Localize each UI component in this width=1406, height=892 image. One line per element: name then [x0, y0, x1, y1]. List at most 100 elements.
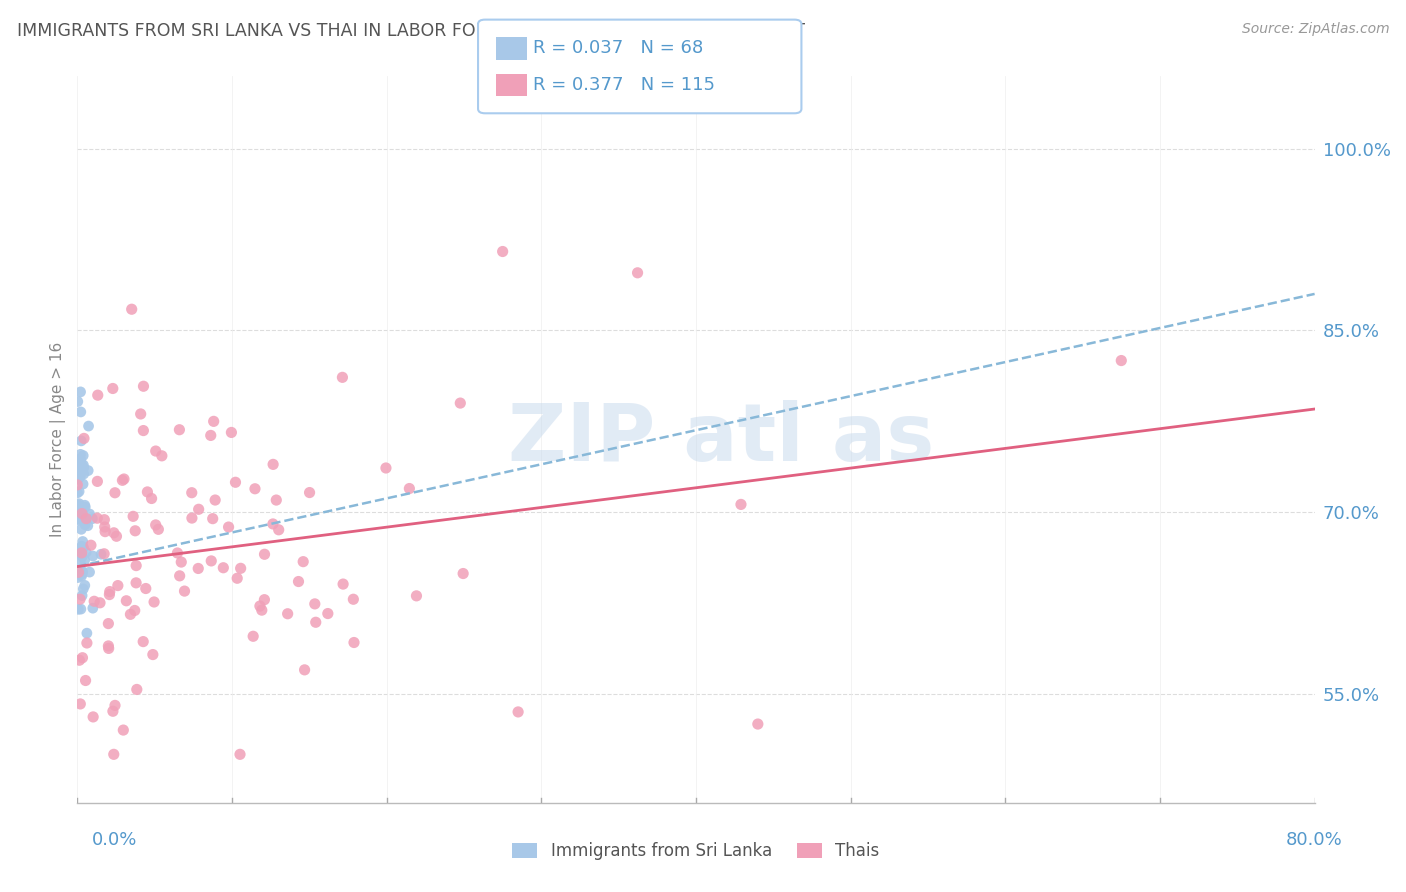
Point — [332, 577, 354, 591]
Point — [70, 539, 93, 553]
Point — [103, 747, 125, 762]
Point — [66, 508, 89, 523]
Point — [730, 497, 752, 511]
Point — [75, 500, 97, 515]
Point — [129, 407, 152, 421]
Point — [253, 547, 276, 561]
Point — [70, 509, 93, 524]
Point — [69, 384, 91, 399]
Point — [69, 469, 91, 483]
Point — [67, 502, 90, 516]
Point — [67, 484, 90, 499]
Point — [66, 508, 89, 522]
Point — [111, 473, 134, 487]
Point — [305, 615, 328, 630]
Point — [343, 635, 366, 649]
Point — [66, 486, 89, 500]
Point — [508, 705, 530, 719]
Point — [73, 517, 96, 532]
Point — [103, 525, 125, 540]
Point — [73, 498, 96, 512]
Point — [141, 491, 163, 506]
Point — [69, 405, 91, 419]
Point — [298, 485, 321, 500]
Point — [69, 454, 91, 468]
Point — [75, 545, 97, 559]
Point — [224, 475, 246, 490]
Point — [221, 425, 243, 440]
Point — [67, 513, 90, 527]
Point — [187, 561, 209, 575]
Point — [72, 477, 94, 491]
Point — [342, 592, 364, 607]
Point — [112, 472, 135, 486]
Point — [66, 570, 89, 584]
Point — [72, 534, 94, 549]
Point — [212, 560, 235, 574]
Point — [148, 522, 170, 536]
Point — [292, 555, 315, 569]
Point — [405, 589, 427, 603]
Y-axis label: In Labor Force | Age > 16: In Labor Force | Age > 16 — [51, 342, 66, 537]
Point — [287, 574, 309, 589]
Point — [266, 493, 288, 508]
Point — [66, 394, 89, 409]
Point — [262, 516, 284, 531]
Point — [200, 554, 222, 568]
Point — [76, 626, 98, 640]
Point — [72, 449, 94, 463]
Point — [70, 434, 93, 448]
Point — [67, 498, 90, 512]
Point — [1111, 353, 1133, 368]
Point — [82, 601, 104, 615]
Point — [80, 538, 103, 552]
Point — [66, 472, 89, 486]
Point — [79, 565, 101, 579]
Point — [250, 603, 273, 617]
Point — [98, 584, 121, 599]
Point — [67, 471, 90, 485]
Point — [94, 524, 117, 539]
Point — [67, 512, 90, 526]
Point — [93, 520, 115, 534]
Point — [73, 467, 96, 481]
Point — [69, 452, 91, 467]
Point — [73, 512, 96, 526]
Point — [107, 578, 129, 592]
Point — [73, 461, 96, 475]
Point — [83, 594, 105, 608]
Point — [69, 452, 91, 467]
Point — [101, 382, 124, 396]
Point — [67, 452, 90, 467]
Point — [70, 589, 93, 603]
Point — [253, 592, 276, 607]
Point — [170, 555, 193, 569]
Point — [93, 547, 115, 561]
Point — [375, 461, 398, 475]
Point — [86, 475, 108, 489]
Point — [492, 244, 515, 259]
Point — [204, 493, 226, 508]
Point — [747, 717, 769, 731]
Point — [125, 558, 148, 573]
Point — [75, 673, 97, 688]
Point — [69, 592, 91, 607]
Point — [143, 595, 166, 609]
Point — [249, 599, 271, 613]
Point — [121, 302, 143, 317]
Point — [93, 513, 115, 527]
Point — [73, 578, 96, 592]
Point — [67, 543, 90, 558]
Point — [145, 444, 167, 458]
Point — [304, 597, 326, 611]
Point — [70, 569, 93, 583]
Text: Source: ZipAtlas.com: Source: ZipAtlas.com — [1241, 22, 1389, 37]
Point — [72, 650, 94, 665]
Text: ZIP atl as: ZIP atl as — [508, 401, 934, 478]
Point — [101, 704, 124, 718]
Point — [626, 266, 648, 280]
Point — [77, 419, 100, 434]
Point — [69, 555, 91, 569]
Point — [229, 561, 252, 575]
Point — [150, 449, 173, 463]
